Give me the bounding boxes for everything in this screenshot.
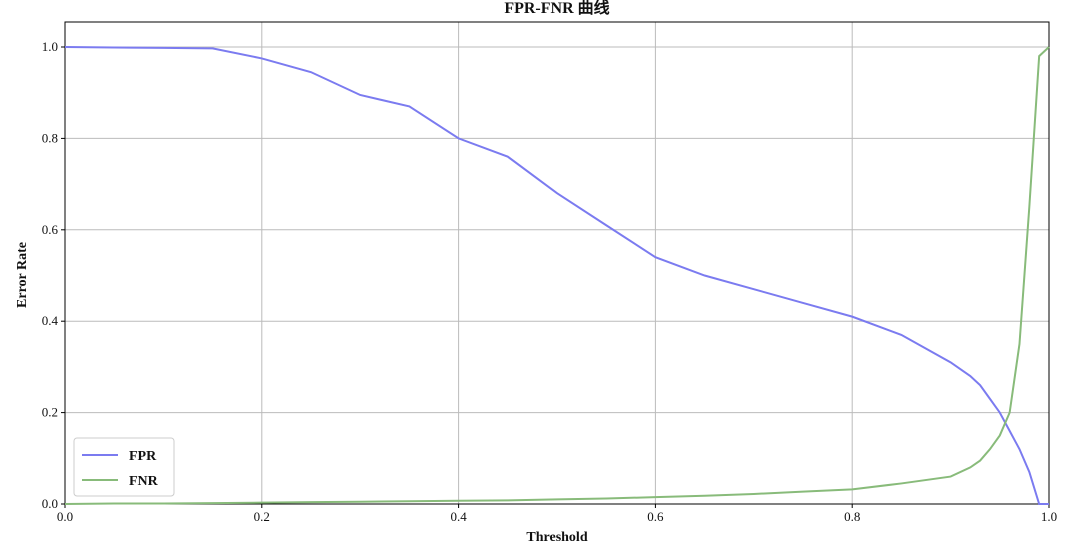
x-tick-label: 0.8 — [844, 509, 860, 524]
series-line — [64, 46, 1049, 505]
y-tick-label: 0.2 — [42, 405, 58, 420]
x-tick-label: 0.6 — [647, 509, 664, 524]
y-tick-label: 0.6 — [42, 222, 59, 237]
y-tick-label: 0.8 — [42, 130, 58, 145]
y-tick-label: 1.0 — [42, 39, 58, 54]
x-tick-label: 0.0 — [57, 509, 73, 524]
x-axis-label: Threshold — [526, 530, 587, 545]
y-tick-label: 0.0 — [42, 496, 58, 511]
series-line — [64, 46, 1050, 505]
x-tick-label: 1.0 — [1041, 509, 1057, 524]
chart-title: FPR-FNR 曲线 — [504, 0, 609, 17]
legend-label: FNR — [129, 474, 159, 489]
legend-box — [73, 437, 175, 497]
plot-frame — [64, 21, 1050, 505]
y-tick-label: 0.4 — [42, 313, 59, 328]
x-tick-label: 0.2 — [254, 509, 270, 524]
x-tick-label: 0.4 — [450, 509, 467, 524]
y-axis-label: Error Rate — [15, 242, 30, 308]
legend-label: FPR — [129, 449, 157, 464]
